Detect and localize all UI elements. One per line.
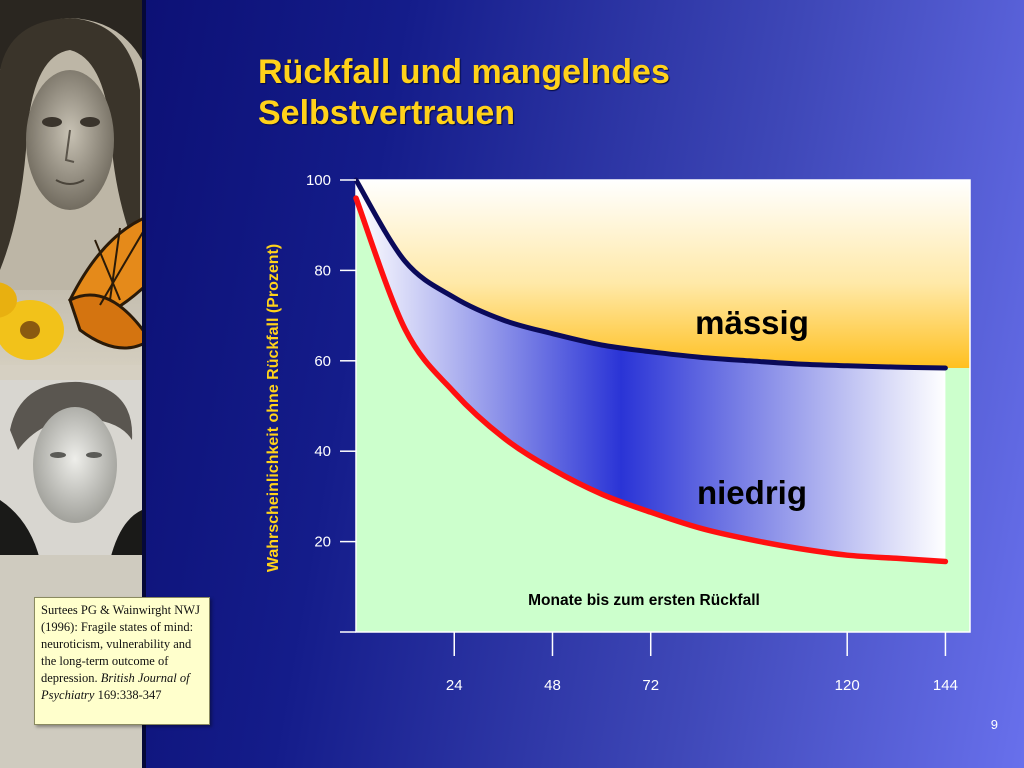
y-tick-label: 60	[314, 353, 331, 370]
series-label-maessig: mässig	[695, 304, 809, 341]
x-tick-label: 144	[933, 677, 958, 694]
page-number: 9	[990, 717, 998, 732]
citation-box: Surtees PG & Wainwirght NWJ (1996): Frag…	[34, 597, 210, 725]
side-collage	[0, 0, 142, 768]
x-tick-label: 72	[642, 677, 659, 694]
x-tick-label: 24	[446, 677, 463, 694]
citation-ref: 169:338-347	[97, 688, 162, 702]
collage-illustration	[0, 0, 142, 768]
series-line-maessig	[353, 177, 948, 371]
citation-text: Surtees PG & Wainwirght NWJ (1996): Frag…	[41, 603, 200, 685]
series-line-niedrig	[353, 195, 949, 565]
plot-frame	[355, 179, 971, 633]
x-axis-label: Monate bis zum ersten Rückfall	[528, 592, 760, 609]
x-tick-label: 48	[544, 677, 561, 694]
title-line-1: Rückfall und mangelndes	[258, 53, 670, 91]
citation-journal: British Journal of Psychiatry	[41, 671, 190, 702]
slide-title: Rückfall und mangelndes Selbstvertrauen	[258, 52, 938, 134]
series-label-niedrig: niedrig	[697, 474, 807, 511]
difference-band	[356, 180, 946, 562]
y-tick-label: 20	[314, 534, 331, 551]
title-line-2: Selbstvertrauen	[258, 94, 515, 132]
y-tick-label: 40	[314, 443, 331, 460]
y-tick-label: 80	[314, 262, 331, 279]
y-tick-label: 100	[306, 172, 331, 189]
side-divider	[142, 0, 146, 768]
axes: 20 40 60 80 100 24 48 72 120 144	[306, 172, 958, 694]
y-axis-label: Wahrscheinlichkeit ohne Rückfall (Prozen…	[265, 244, 282, 572]
plot-area: mässig niedrig	[353, 177, 971, 633]
x-tick-label: 120	[835, 677, 860, 694]
